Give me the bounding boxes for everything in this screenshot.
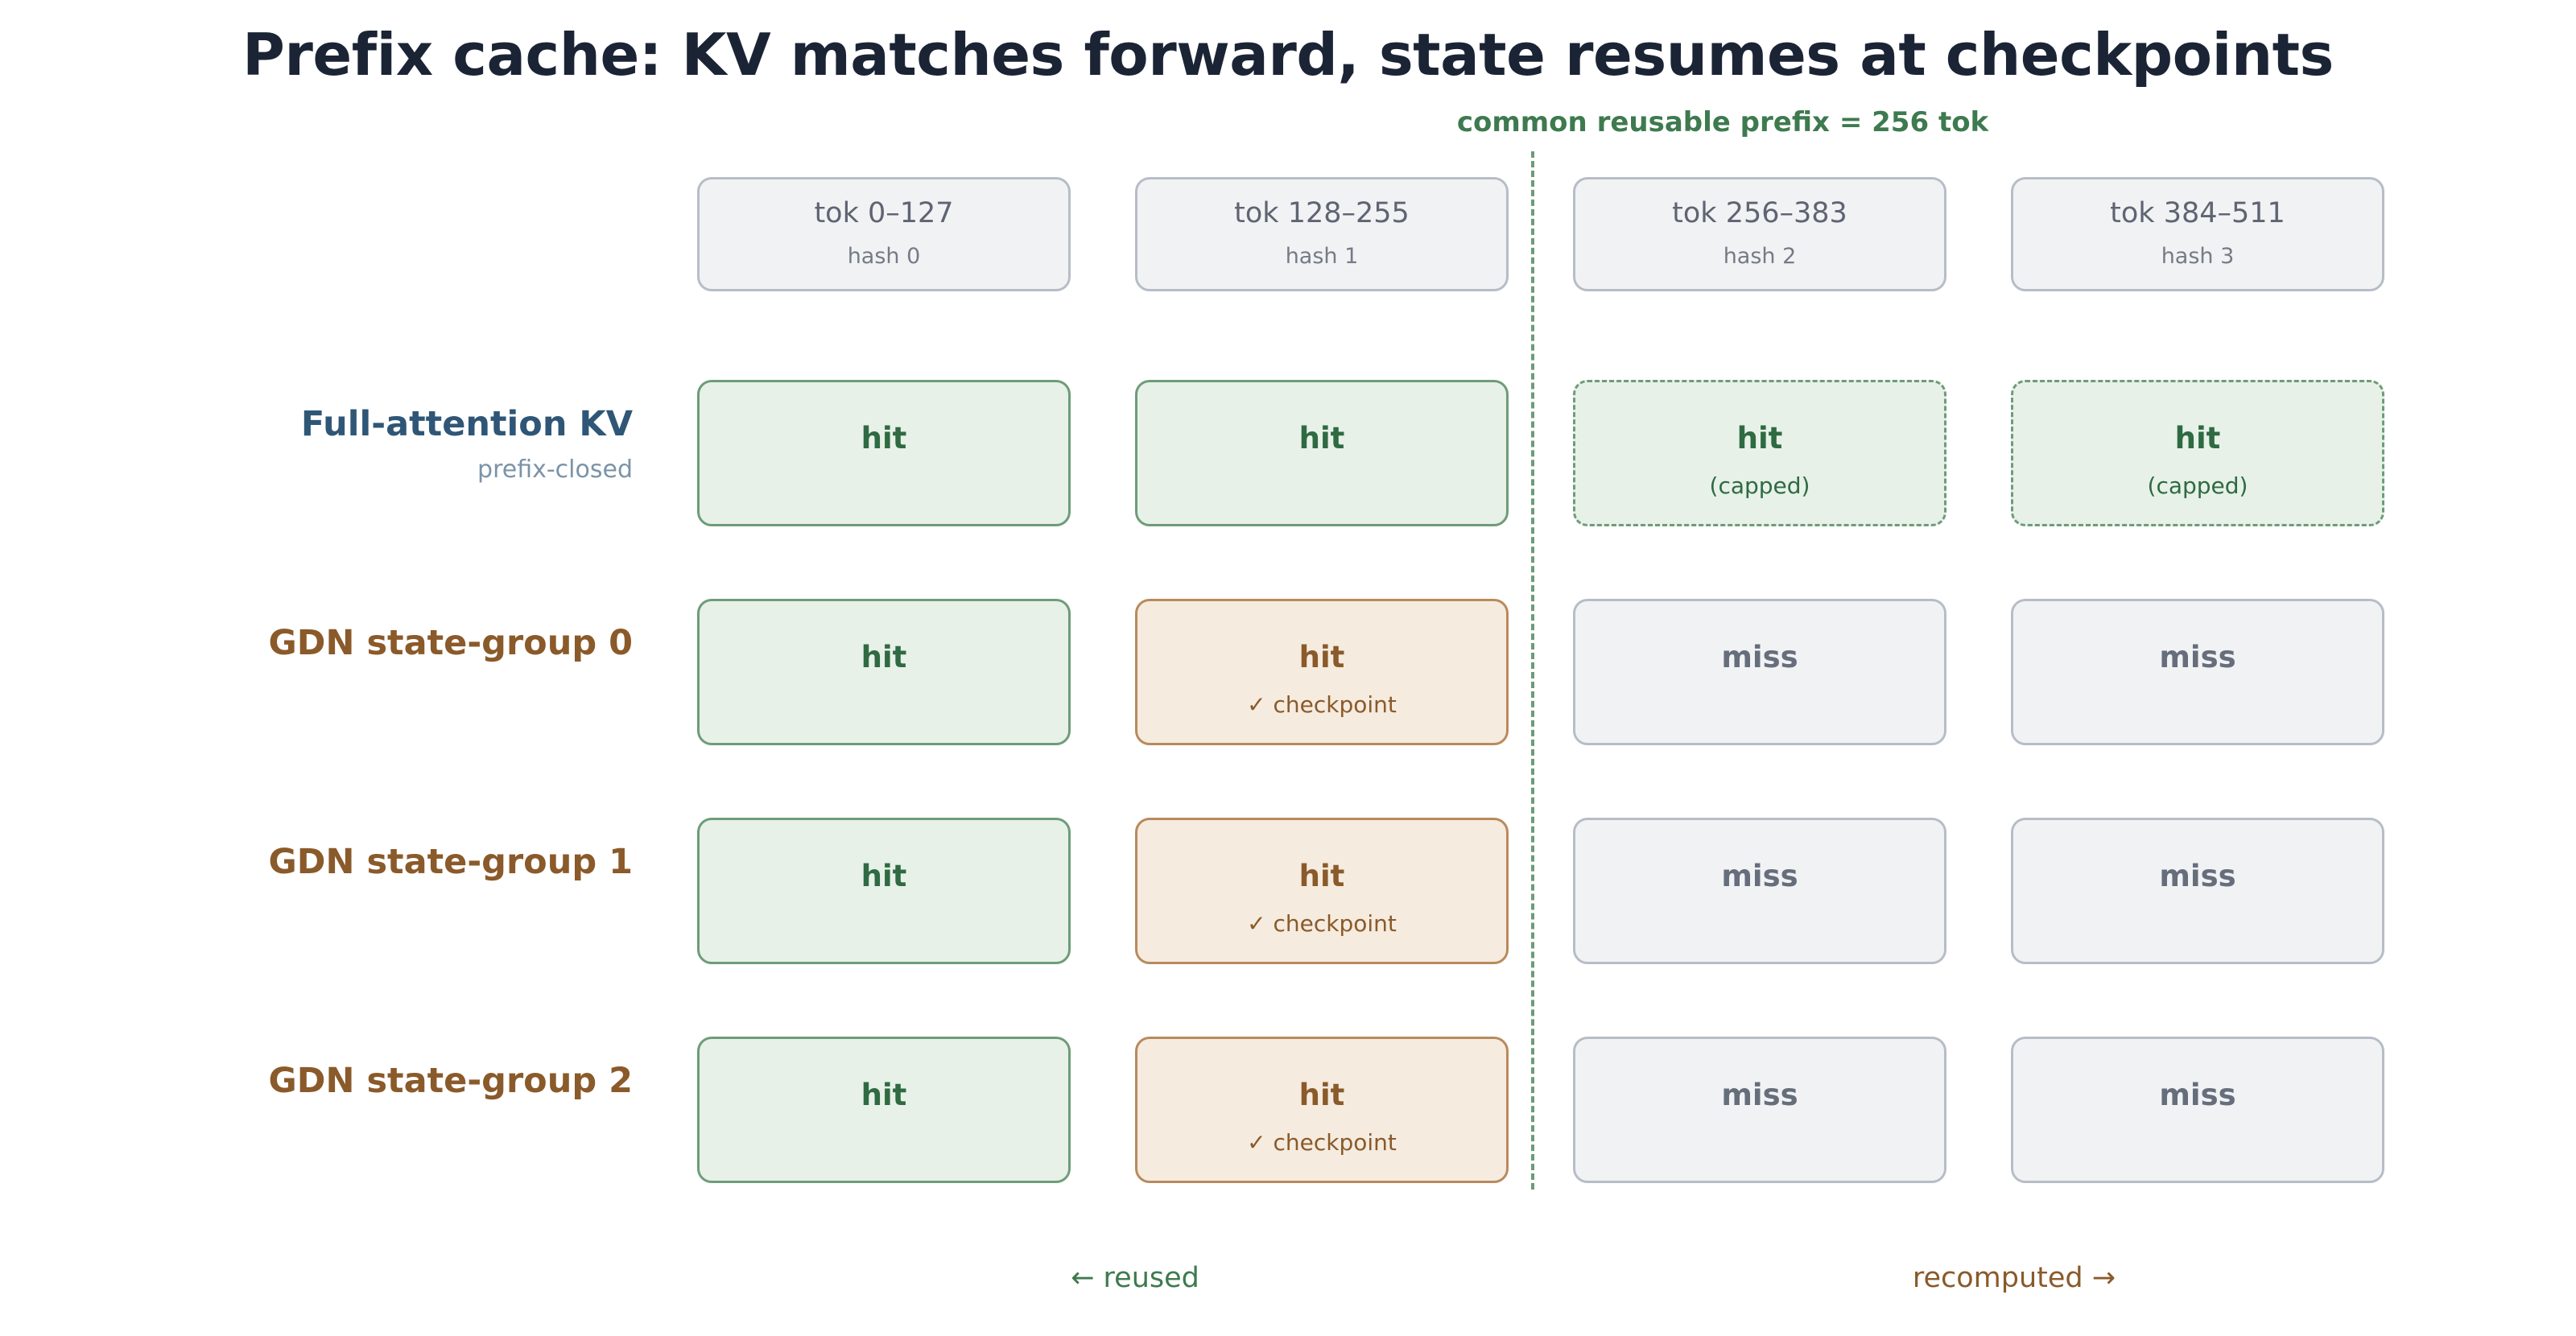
cell-status: hit [1298, 421, 1345, 456]
reused-label: ← reused [1071, 1262, 1199, 1294]
cell-gdn0-2: miss [1573, 599, 1946, 745]
cell-status: hit [861, 640, 907, 674]
cell-status: hit [861, 1078, 907, 1112]
cell-gdn0-0: hit [697, 599, 1071, 745]
cell-status: hit [1736, 421, 1783, 456]
cell-kv-1: hit [1135, 380, 1509, 526]
row-label-text: GDN state-group 0 [268, 623, 634, 663]
cell-note: (capped) [2147, 472, 2248, 499]
checkpoint-note: ✓ checkpoint [1247, 691, 1397, 718]
cell-gdn2-0: hit [697, 1037, 1071, 1183]
cell-status: hit [1298, 640, 1345, 674]
column-hash: hash 2 [1723, 244, 1797, 269]
row-label-full-attention-kv: Full-attention KV prefix-closed [161, 404, 633, 484]
column-header-0: tok 0–127 hash 0 [697, 177, 1071, 291]
row-label-text: GDN state-group 1 [268, 842, 634, 882]
cell-note: (capped) [1709, 472, 1810, 499]
column-token-range: tok 128–255 [1234, 197, 1410, 229]
row-label-text: GDN state-group 2 [268, 1061, 634, 1101]
cell-status: miss [1721, 1078, 1798, 1112]
column-hash: hash 3 [2161, 244, 2235, 269]
column-token-range: tok 384–511 [2110, 197, 2285, 229]
recomputed-label: recomputed → [1912, 1262, 2116, 1294]
cell-gdn2-2: miss [1573, 1037, 1946, 1183]
cell-status: miss [2159, 859, 2236, 893]
prefix-boundary-label: common reusable prefix = 256 tok [1456, 106, 1989, 138]
cell-status: miss [2159, 1078, 2236, 1112]
column-token-range: tok 256–383 [1672, 197, 1847, 229]
column-header-3: tok 384–511 hash 3 [2011, 177, 2384, 291]
cell-status: hit [1298, 859, 1345, 893]
cell-gdn2-1: hit ✓ checkpoint [1135, 1037, 1509, 1183]
cell-status: miss [1721, 859, 1798, 893]
cell-status: miss [2159, 640, 2236, 674]
column-hash: hash 0 [847, 244, 921, 269]
row-label-gdn-state-group-0: GDN state-group 0 [161, 623, 634, 663]
checkpoint-note: ✓ checkpoint [1247, 910, 1397, 937]
cell-gdn2-3: miss [2011, 1037, 2384, 1183]
cell-gdn1-1: hit ✓ checkpoint [1135, 818, 1509, 964]
cell-kv-3: hit (capped) [2011, 380, 2384, 526]
cell-gdn1-3: miss [2011, 818, 2384, 964]
cell-status: hit [2174, 421, 2221, 456]
cell-status: hit [1298, 1078, 1345, 1112]
row-sublabel-text: prefix-closed [477, 456, 633, 484]
cell-status: hit [861, 421, 907, 456]
row-label-gdn-state-group-1: GDN state-group 1 [161, 842, 634, 882]
column-token-range: tok 0–127 [814, 197, 954, 229]
column-header-2: tok 256–383 hash 2 [1573, 177, 1946, 291]
cell-status: hit [861, 859, 907, 893]
cell-kv-0: hit [697, 380, 1071, 526]
prefix-boundary-line [1531, 151, 1534, 1190]
column-header-1: tok 128–255 hash 1 [1135, 177, 1509, 291]
cell-gdn0-3: miss [2011, 599, 2384, 745]
column-hash: hash 1 [1285, 244, 1359, 269]
cell-status: miss [1721, 640, 1798, 674]
checkpoint-note: ✓ checkpoint [1247, 1129, 1397, 1156]
row-label-text: Full-attention KV [300, 404, 633, 444]
diagram-title: Prefix cache: KV matches forward, state … [242, 21, 2334, 89]
cell-gdn1-2: miss [1573, 818, 1946, 964]
cell-kv-2: hit (capped) [1573, 380, 1946, 526]
cell-gdn0-1: hit ✓ checkpoint [1135, 599, 1509, 745]
row-label-gdn-state-group-2: GDN state-group 2 [161, 1061, 634, 1101]
cell-gdn1-0: hit [697, 818, 1071, 964]
